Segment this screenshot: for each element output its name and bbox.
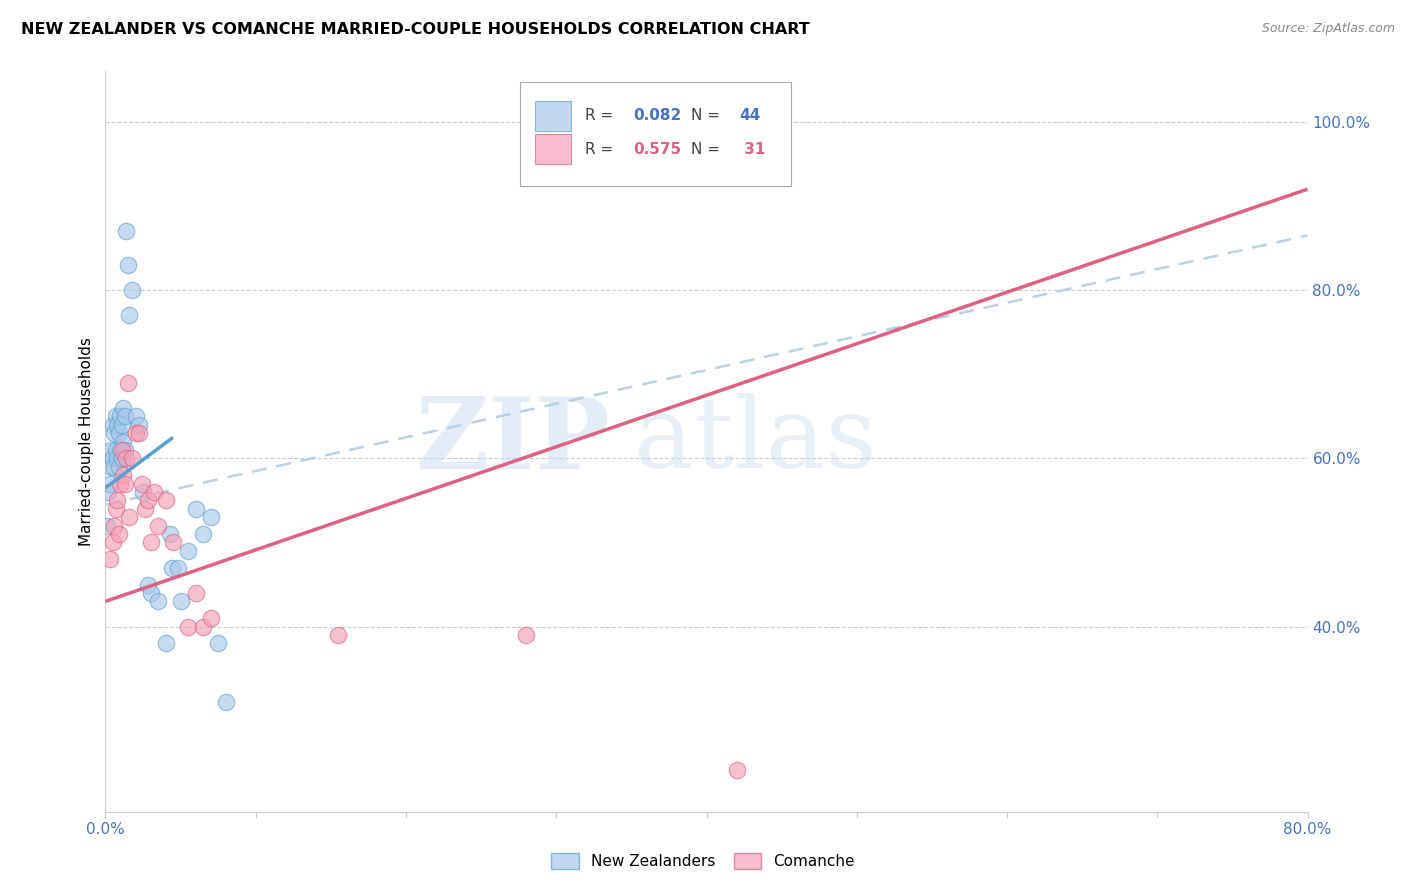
Point	[146, 594, 169, 608]
Point	[160, 560, 183, 574]
Point	[97, 485, 120, 500]
Text: R =: R =	[585, 142, 619, 157]
Point	[200, 510, 222, 524]
Point	[124, 426, 146, 441]
Point	[100, 459, 122, 474]
Text: Source: ZipAtlas.com: Source: ZipAtlas.com	[1261, 22, 1395, 36]
Point	[136, 577, 159, 591]
Point	[100, 442, 122, 457]
Bar	[520, 82, 790, 186]
Point	[98, 476, 121, 491]
Point	[159, 527, 181, 541]
Point	[115, 224, 138, 238]
Point	[96, 518, 118, 533]
Point	[103, 426, 125, 441]
Text: NEW ZEALANDER VS COMANCHE MARRIED-COUPLE HOUSEHOLDS CORRELATION CHART: NEW ZEALANDER VS COMANCHE MARRIED-COUPLE…	[21, 22, 810, 37]
Point	[124, 409, 146, 424]
Point	[107, 417, 129, 432]
Point	[155, 493, 177, 508]
Point	[214, 695, 236, 709]
Point	[111, 451, 134, 466]
Point	[107, 451, 129, 466]
Point	[146, 518, 169, 533]
Point	[155, 636, 177, 650]
Point	[112, 434, 135, 449]
Text: R =: R =	[585, 108, 619, 123]
Text: 0.575: 0.575	[633, 142, 682, 157]
Point	[136, 493, 159, 508]
Point	[103, 518, 125, 533]
Point	[98, 552, 121, 566]
Point	[515, 628, 537, 642]
Point	[104, 409, 127, 424]
Point	[117, 376, 139, 390]
Bar	[534, 101, 571, 130]
Point	[134, 501, 156, 516]
Point	[191, 527, 214, 541]
Point	[128, 417, 150, 432]
Point	[177, 619, 200, 633]
Point	[184, 586, 207, 600]
Point	[169, 594, 191, 608]
Point	[200, 611, 222, 625]
Text: N =: N =	[690, 108, 724, 123]
Point	[114, 476, 136, 491]
Point	[110, 442, 132, 457]
Point	[114, 409, 136, 424]
Point	[112, 401, 135, 415]
Point	[162, 535, 184, 549]
Point	[114, 442, 136, 457]
Point	[101, 451, 124, 466]
Point	[142, 485, 165, 500]
Point	[118, 309, 141, 323]
Y-axis label: Married-couple Households: Married-couple Households	[79, 337, 94, 546]
Point	[166, 560, 188, 574]
Point	[132, 485, 155, 500]
Bar	[534, 135, 571, 164]
Point	[131, 476, 153, 491]
Point	[139, 586, 162, 600]
Text: 44: 44	[740, 108, 761, 123]
Point	[107, 493, 129, 508]
Point	[110, 476, 132, 491]
Point	[725, 763, 748, 777]
Point	[111, 417, 134, 432]
Point	[328, 628, 350, 642]
Text: 31: 31	[740, 142, 765, 157]
Point	[128, 426, 150, 441]
Point	[110, 409, 132, 424]
Text: N =: N =	[690, 142, 724, 157]
Point	[108, 426, 131, 441]
Point	[121, 283, 143, 297]
Point	[104, 501, 127, 516]
Point	[177, 544, 200, 558]
Point	[191, 619, 214, 633]
Point	[121, 451, 143, 466]
Point	[115, 451, 138, 466]
Text: ZIP: ZIP	[415, 393, 610, 490]
Point	[184, 501, 207, 516]
Point	[103, 459, 125, 474]
Point	[104, 442, 127, 457]
Legend: New Zealanders, Comanche: New Zealanders, Comanche	[546, 847, 860, 875]
Point	[139, 535, 162, 549]
Point	[117, 258, 139, 272]
Point	[118, 510, 141, 524]
Point	[101, 535, 124, 549]
Point	[112, 468, 135, 483]
Point	[108, 459, 131, 474]
Point	[111, 442, 134, 457]
Text: 0.082: 0.082	[633, 108, 682, 123]
Point	[101, 417, 124, 432]
Text: atlas: atlas	[634, 393, 877, 490]
Point	[207, 636, 229, 650]
Point	[108, 527, 131, 541]
